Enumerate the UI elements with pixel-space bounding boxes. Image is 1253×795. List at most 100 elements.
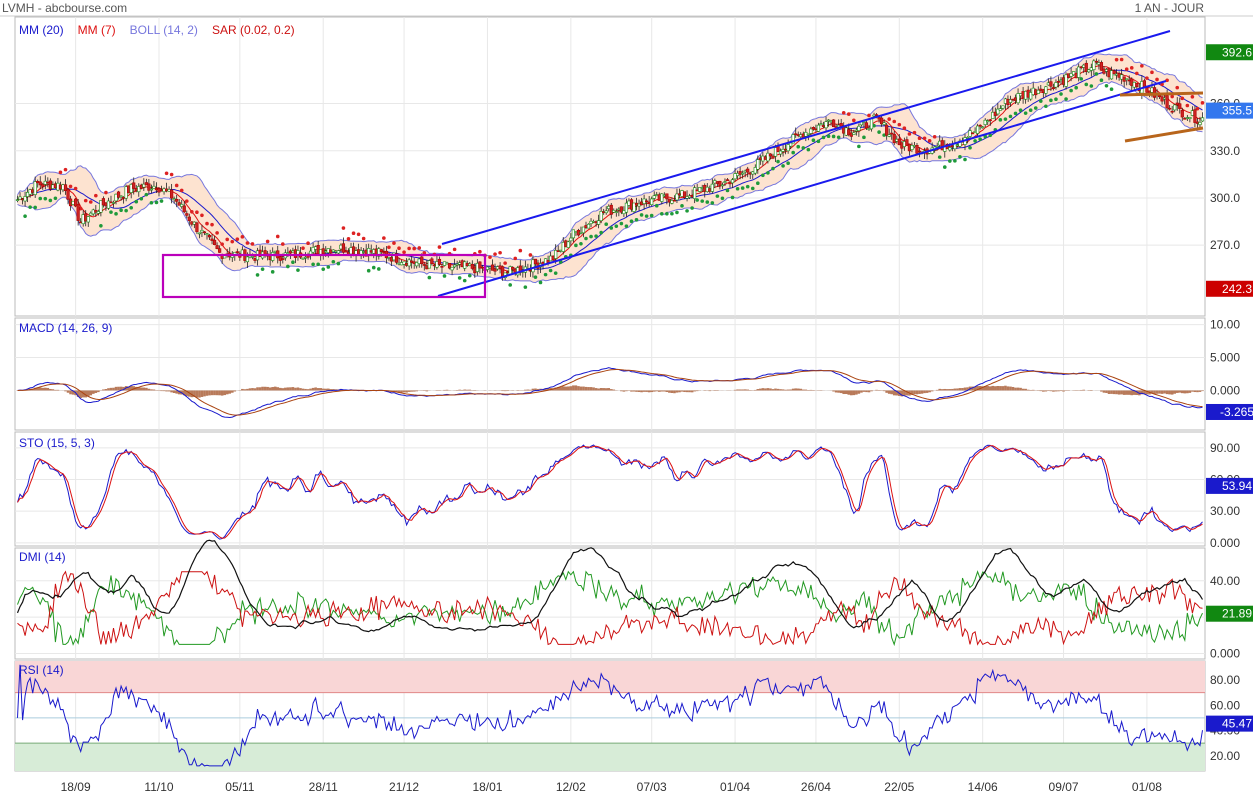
candle-body <box>1107 67 1111 78</box>
x-tick-label: 12/02 <box>556 780 586 794</box>
sar-dot <box>932 134 937 139</box>
sar-dot <box>457 276 462 280</box>
candle-body <box>675 193 679 201</box>
sar-dot <box>639 213 644 217</box>
candle-body <box>852 132 856 135</box>
candle-body <box>890 132 894 135</box>
y-tick-label: 10.00 <box>1210 318 1240 332</box>
sar-dot <box>1124 67 1129 71</box>
candle-body <box>152 185 156 189</box>
sar-dot <box>806 147 811 152</box>
candle-body <box>574 231 578 233</box>
candle-body <box>41 183 45 187</box>
candle-body <box>824 121 828 129</box>
candle-body <box>1193 109 1197 123</box>
candle-body <box>771 155 775 159</box>
candle-body <box>602 211 606 214</box>
candle-body <box>935 146 939 148</box>
candle-body <box>1031 87 1035 96</box>
candle-body <box>627 200 631 206</box>
sar-dot <box>1150 70 1154 75</box>
sar-dot <box>215 231 219 235</box>
sar-dot <box>776 159 780 164</box>
candle-body <box>402 261 406 265</box>
candle-body <box>698 187 702 192</box>
candle-body <box>877 116 881 120</box>
sar-dot <box>730 195 735 200</box>
sar-dot <box>968 145 972 150</box>
candle-body <box>634 202 639 206</box>
candle-body <box>445 262 449 265</box>
legend-entry: BOLL (14, 2) <box>130 23 198 37</box>
candle-body <box>104 202 108 207</box>
candle-body <box>1013 97 1018 101</box>
sar-dot <box>781 164 785 168</box>
candle-body <box>480 266 485 269</box>
trend-channel-lower <box>437 80 1167 297</box>
sar-dot <box>195 210 199 215</box>
macd-line <box>17 367 1203 419</box>
candle-body <box>470 264 474 269</box>
candle-body <box>346 251 351 255</box>
sar-dot <box>245 241 250 245</box>
candle-body <box>986 120 990 123</box>
candle-body <box>74 198 78 207</box>
candle-body <box>336 250 340 254</box>
candle-body <box>996 108 1000 115</box>
sar-dot <box>210 222 214 227</box>
sar-dot <box>942 165 947 169</box>
candle-body <box>212 239 217 245</box>
dmi-plus-line <box>17 570 1203 647</box>
candle-body <box>200 229 204 233</box>
sar-dot <box>836 135 841 140</box>
candle-body <box>556 250 560 253</box>
panel-title: STO (15, 5, 3) <box>19 436 95 450</box>
candle-body <box>1087 69 1091 73</box>
sar-dot <box>786 161 790 166</box>
sar-dot <box>275 234 280 239</box>
candle-body <box>177 202 181 206</box>
sar-dot <box>659 211 664 216</box>
sar-dot <box>857 144 861 149</box>
candle-body <box>202 231 207 234</box>
x-tick-label: 28/11 <box>309 780 338 794</box>
sar-dot <box>129 205 133 210</box>
sar-dot <box>488 255 492 259</box>
candle-body <box>389 257 394 262</box>
candle-body <box>397 262 401 265</box>
candle-body <box>639 201 644 206</box>
candle-body <box>907 143 912 152</box>
candle-body <box>970 132 975 135</box>
sar-dot <box>725 188 730 193</box>
candle-body <box>549 255 553 262</box>
rsi-line <box>17 664 1203 767</box>
candle-body <box>1168 107 1172 110</box>
candle-body <box>1049 81 1053 87</box>
candle-body <box>1069 73 1073 77</box>
candle-body <box>1036 89 1040 94</box>
candle-body <box>498 265 502 269</box>
value-label-bg <box>1206 280 1253 297</box>
candle-body <box>81 214 85 225</box>
candle-body <box>159 189 164 192</box>
sar-dot <box>553 271 558 275</box>
candle-body <box>43 180 47 185</box>
y-tick-label: 5.000 <box>1210 351 1240 365</box>
sar-dot <box>1018 108 1023 113</box>
candle-body <box>185 213 189 216</box>
sar-dot <box>574 243 578 248</box>
candle-body <box>1165 95 1169 109</box>
candle-body <box>326 248 330 253</box>
candle-body <box>387 257 391 259</box>
sar-dot <box>877 130 881 134</box>
candle-body <box>291 250 295 253</box>
candle-body <box>655 194 659 196</box>
value-label: 392.6 <box>1222 45 1252 59</box>
sar-dot <box>756 181 760 185</box>
candle-body <box>723 181 727 183</box>
sar-dot <box>225 237 230 242</box>
candle-body <box>905 139 909 146</box>
candle-body <box>405 263 409 266</box>
candle-body <box>652 195 656 199</box>
candle-body <box>28 189 32 195</box>
